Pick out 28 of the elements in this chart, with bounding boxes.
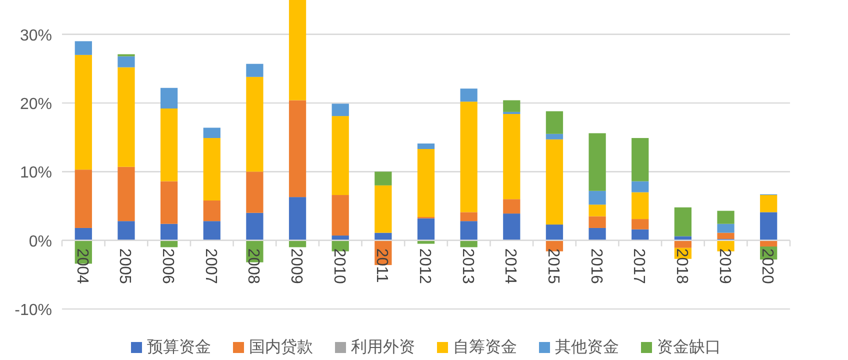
x-tick-label: 2006 [159, 248, 176, 284]
x-tick-label: 2019 [716, 248, 733, 284]
x-tick-label: 2005 [116, 248, 134, 284]
legend-label: 预算资金 [147, 338, 211, 356]
x-tick-label: 2008 [244, 248, 262, 284]
x-tick-label: 2004 [73, 248, 90, 284]
x-tick-label: 2010 [330, 248, 348, 284]
x-tick-label: 2015 [544, 248, 562, 284]
x-tick-label: 2011 [373, 248, 390, 283]
y-tick-label: -10% [14, 302, 52, 319]
x-tick-label: 2016 [587, 248, 604, 284]
x-tick-label: 2018 [672, 248, 690, 284]
legend-label: 国内贷款 [249, 338, 313, 356]
x-tick-label: 2009 [288, 248, 305, 284]
y-tick-label: 20% [20, 96, 52, 113]
x-tick-label: 2014 [502, 248, 519, 284]
legend-label: 资金缺口 [657, 338, 721, 356]
legend-label: 利用外资 [351, 338, 415, 356]
y-tick-label: 10% [20, 164, 52, 182]
x-tick-label: 2013 [458, 248, 476, 284]
legend-label: 其他资金 [555, 338, 619, 356]
legend-label: 自筹资金 [453, 338, 517, 356]
x-tick-label: 2007 [202, 248, 219, 284]
x-tick-label: 2020 [758, 248, 776, 284]
y-tick-label: 30% [20, 27, 52, 44]
y-tick-label: 0% [28, 233, 52, 250]
x-tick-label: 2017 [630, 248, 648, 284]
x-tick-label: 2012 [416, 248, 433, 284]
